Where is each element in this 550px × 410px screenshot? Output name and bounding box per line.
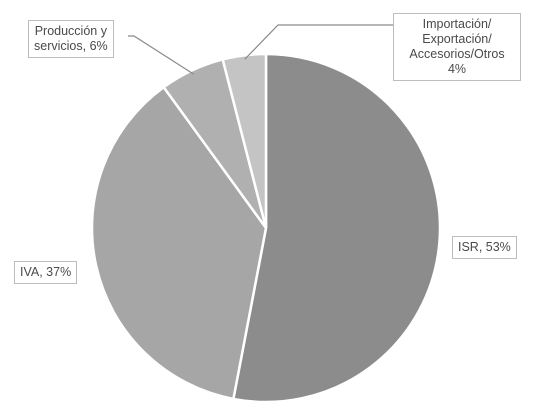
label-produccion-line-1: Producción y bbox=[34, 24, 107, 38]
label-importacion-line-3: Accesorios/Otros bbox=[409, 47, 505, 61]
label-importacion-line-1: Importación/ bbox=[422, 17, 492, 31]
label-produccion: Producción y servicios, 6% bbox=[28, 20, 114, 58]
label-isr-text: ISR, 53% bbox=[458, 240, 511, 254]
leader-line-produccion bbox=[128, 35, 194, 75]
label-importacion-line-2: Exportación/ bbox=[422, 32, 492, 46]
label-isr: ISR, 53% bbox=[452, 236, 517, 259]
label-importacion: Importación/ Exportación/ Accesorios/Otr… bbox=[393, 13, 521, 81]
leader-lines bbox=[128, 24, 393, 75]
pie-slices bbox=[90, 52, 442, 404]
leader-line-importacion bbox=[244, 24, 393, 60]
label-importacion-line-4: 4% bbox=[447, 62, 467, 76]
slice-importacion bbox=[221, 52, 268, 229]
slice-isr bbox=[231, 52, 442, 404]
label-iva-text: IVA, 37% bbox=[20, 265, 72, 279]
label-produccion-line-2: servicios, 6% bbox=[34, 39, 108, 53]
slice-iva bbox=[90, 85, 268, 401]
label-iva: IVA, 37% bbox=[14, 261, 78, 284]
